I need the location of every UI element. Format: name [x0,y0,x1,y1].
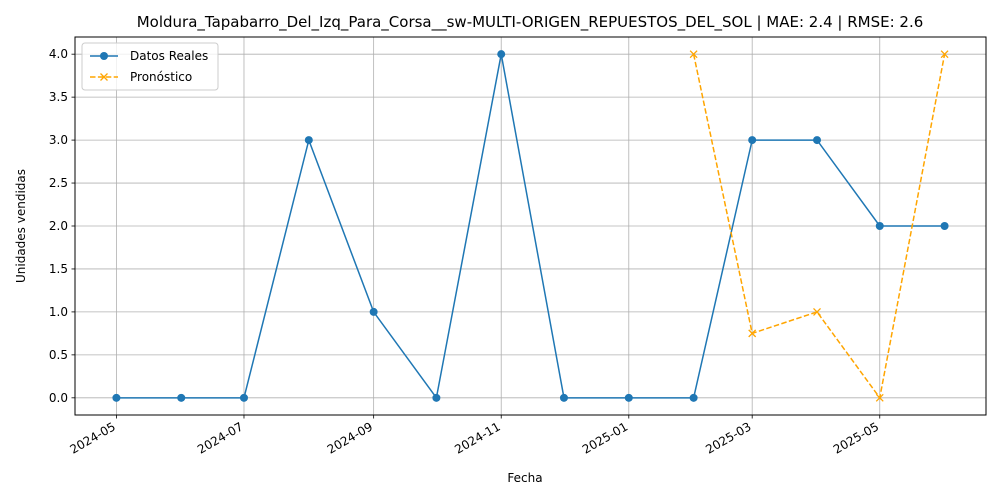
x-tick-label: 2024-09 [325,419,375,456]
axis-ticks: 0.0 0.5 1.0 1.5 2.0 2.5 3.0 3.5 4.0 2024-05 2024-0… [49,47,881,456]
legend: Datos Reales Pronóstico [81,42,219,91]
x-tick-label: 2024-05 [67,419,117,456]
legend-marker [100,73,108,81]
grid [75,37,986,415]
data-point [304,136,313,145]
legend-marker [100,52,108,60]
y-tick-label: 2.0 [49,219,68,233]
data-point [177,393,186,402]
x-tick-label: 2024-11 [452,419,502,456]
legend-item: Pronóstico [90,70,192,84]
data-point [813,136,822,145]
data-point [940,50,949,59]
data-point [432,393,441,402]
y-tick-label: 1.5 [49,262,68,276]
data-point [940,222,949,230]
series-line [692,54,946,400]
y-tick-label: 0.0 [49,391,68,405]
x-tick-label: 2025-05 [831,419,881,456]
y-tick-label: 0.5 [49,348,68,362]
data-point [689,393,698,402]
series-actual [112,50,949,402]
y-tick-label: 1.0 [49,305,68,319]
data-point [689,50,698,59]
legend-box [81,42,219,91]
data-point [875,222,884,230]
y-axis-label: Unidades vendidas [14,169,28,283]
legend-label: Datos Reales [130,49,208,63]
series-forecast [689,50,949,402]
data-point [559,393,568,402]
data-point [624,393,633,402]
series-layer [112,50,949,402]
series-line [116,54,945,400]
data-point [239,393,248,402]
data-point [497,50,506,59]
y-tick-label: 4.0 [49,47,68,61]
data-point [748,136,757,145]
data-point [875,393,884,402]
legend-label: Pronóstico [130,70,192,84]
chart-title: Moldura_Tapabarro_Del_Izq_Para_Corsa__sw… [137,13,924,32]
x-tick-label: 2025-01 [580,419,630,456]
x-tick-label: 2024-07 [195,419,245,456]
legend-item: Datos Reales [90,49,208,63]
data-point [112,393,121,402]
y-tick-label: 3.5 [49,90,68,104]
y-tick-label: 3.0 [49,133,68,147]
x-axis-label: Fecha [507,471,542,485]
data-point [369,307,378,316]
x-tick-label: 2025-03 [703,419,753,456]
y-tick-label: 2.5 [49,176,68,190]
data-point [813,307,821,316]
data-point [748,329,757,338]
